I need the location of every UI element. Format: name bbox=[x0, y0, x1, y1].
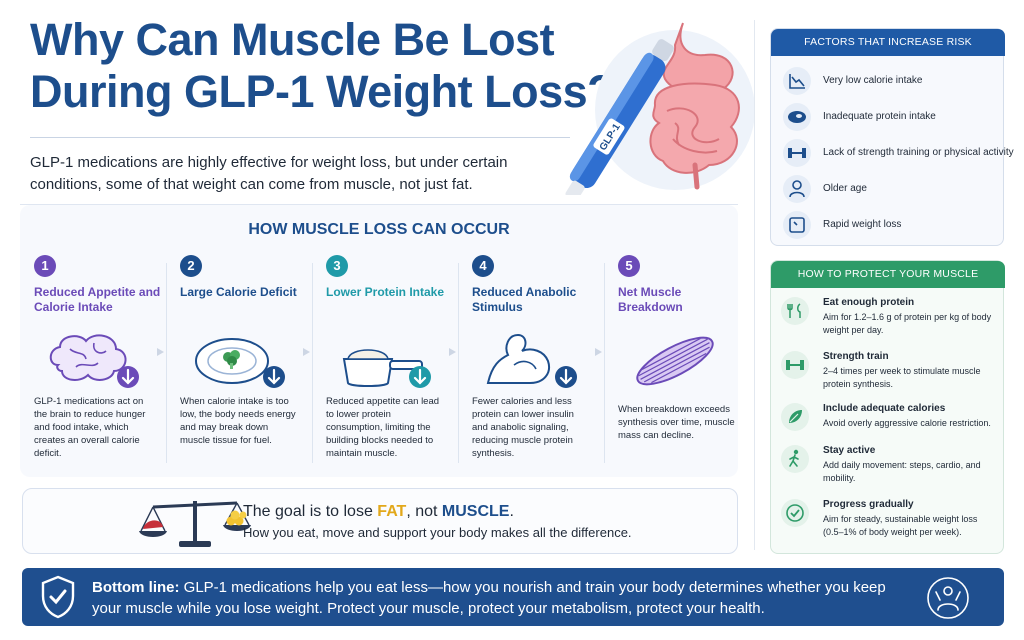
risk-label: Rapid weight loss bbox=[823, 219, 902, 230]
protect-description: Aim for 1.2–1.6 g of protein per kg of b… bbox=[823, 312, 992, 335]
goal-middle: , not bbox=[406, 503, 442, 520]
walking-person-icon bbox=[781, 445, 809, 473]
risk-label: Older age bbox=[823, 183, 867, 194]
step-description: When breakdown exceeds synthesis over ti… bbox=[618, 404, 735, 441]
protect-title: Strength train bbox=[823, 351, 889, 362]
risk-item: Very low calorie intake bbox=[783, 67, 995, 97]
step-divider bbox=[166, 263, 167, 463]
protect-title: Eat enough protein bbox=[823, 297, 915, 308]
muscle-meat-icon bbox=[143, 520, 163, 529]
bottom-line-lead: Bottom line: bbox=[92, 579, 180, 596]
flexed-arm-icon bbox=[486, 333, 577, 388]
step-number: 3 bbox=[326, 255, 348, 277]
fork-knife-icon bbox=[781, 297, 809, 325]
goal-fat: FAT bbox=[377, 503, 407, 520]
protect-description: Avoid overly aggressive calorie restrict… bbox=[823, 418, 991, 428]
older-person-icon bbox=[783, 175, 811, 203]
step-4: 4 Reduced Anabolic Stimulus Fewer calori… bbox=[460, 255, 600, 470]
dumbbell-icon bbox=[783, 139, 811, 167]
page-title: Why Can Muscle Be Lost During GLP-1 Weig… bbox=[30, 14, 630, 118]
protect-description: 2–4 times per week to stimulate muscle p… bbox=[823, 366, 981, 389]
muscle-fiber-icon bbox=[636, 336, 714, 386]
risk-label: Very low calorie intake bbox=[823, 75, 923, 86]
plate-icon bbox=[195, 338, 285, 388]
shield-check-icon bbox=[41, 575, 75, 619]
title-line-1: Why Can Muscle Be Lost bbox=[30, 14, 555, 65]
step-title: Net Muscle Breakdown bbox=[618, 285, 683, 314]
injection-pen-icon: GLP-1 bbox=[565, 39, 674, 195]
column-divider bbox=[754, 20, 755, 550]
step-1: 1 Reduced Appetite and Calorie Intake GL… bbox=[22, 255, 162, 470]
protect-title: Progress gradually bbox=[823, 499, 914, 510]
step-number: 5 bbox=[618, 255, 640, 277]
chevron-right-icon bbox=[303, 348, 310, 356]
risk-factors-card: FACTORS THAT INCREASE RISK Very low calo… bbox=[770, 28, 1014, 246]
step-description: Fewer calories and less protein can lowe… bbox=[472, 396, 574, 459]
chevron-right-icon bbox=[157, 348, 164, 356]
steps-panel: HOW MUSCLE LOSS CAN OCCUR 1 Reduced Appe… bbox=[20, 205, 738, 477]
step-number: 2 bbox=[180, 255, 202, 277]
step-number: 4 bbox=[472, 255, 494, 277]
goal-subtext: How you eat, move and support your body … bbox=[243, 525, 632, 540]
scale-icon bbox=[783, 211, 811, 239]
step-description: GLP-1 medications act on the brain to re… bbox=[34, 396, 146, 459]
step-5: 5 Net Muscle Breakdown When breakdown ex… bbox=[606, 255, 746, 470]
leaf-icon bbox=[781, 403, 809, 431]
protect-title: Include adequate calories bbox=[823, 403, 946, 414]
step-divider bbox=[604, 263, 605, 463]
step-title: Reduced Appetite and Calorie Intake bbox=[34, 285, 161, 314]
risk-item: Inadequate protein intake bbox=[783, 103, 995, 133]
flexing-person-icon bbox=[927, 577, 969, 619]
broccoli-icon bbox=[223, 350, 240, 369]
hero-illustration: GLP-1 bbox=[565, 22, 755, 195]
step-title: Large Calorie Deficit bbox=[180, 285, 297, 299]
intro-paragraph: GLP-1 medications are highly effective f… bbox=[30, 154, 508, 193]
check-circle-icon bbox=[781, 499, 809, 527]
protect-muscle-card: HOW TO PROTECT YOUR MUSCLE Eat enough pr… bbox=[770, 260, 1005, 554]
step-divider bbox=[312, 263, 313, 463]
bottom-line-text: Bottom line: GLP-1 medications help you … bbox=[92, 577, 912, 619]
step-2: 2 Large Calorie Deficit When calorie int… bbox=[168, 255, 308, 470]
steps-top-rule bbox=[20, 204, 738, 205]
bottom-line-body: GLP-1 medications help you eat less—how … bbox=[92, 579, 886, 617]
chevron-right-icon bbox=[595, 348, 602, 356]
brain-icon bbox=[49, 334, 139, 388]
step-description: When calorie intake is too low, the body… bbox=[180, 396, 296, 446]
step-number: 1 bbox=[34, 255, 56, 277]
goal-muscle: MUSCLE bbox=[441, 503, 510, 520]
protect-description: Add daily movement: steps, cardio, and m… bbox=[823, 460, 981, 483]
risk-label: Lack of strength training or physical ac… bbox=[823, 147, 1014, 158]
goal-statement: The goal is to lose FAT, not MUSCLE. bbox=[243, 503, 514, 521]
steps-heading: HOW MUSCLE LOSS CAN OCCUR bbox=[248, 221, 510, 238]
risk-item: Older age bbox=[783, 175, 995, 205]
step-description: Reduced appetite can lead to lower prote… bbox=[326, 396, 440, 459]
step-title: Lower Protein Intake bbox=[326, 285, 445, 299]
protect-card-header: HOW TO PROTECT YOUR MUSCLE bbox=[771, 261, 1005, 288]
step-title: Reduced Anabolic Stimulus bbox=[472, 285, 577, 314]
goal-callout: The goal is to lose FAT, not MUSCLE. How… bbox=[22, 488, 738, 554]
chevron-right-icon bbox=[449, 348, 456, 356]
step-divider bbox=[458, 263, 459, 463]
protect-description: Aim for steady, sustainable weight loss … bbox=[823, 514, 978, 537]
risk-card-header: FACTORS THAT INCREASE RISK bbox=[771, 29, 1005, 56]
goal-suffix: . bbox=[509, 503, 514, 520]
steak-icon bbox=[783, 103, 811, 131]
risk-item: Lack of strength training or physical ac… bbox=[783, 139, 1014, 169]
downtrend-chart-icon bbox=[783, 67, 811, 95]
intestines-icon bbox=[649, 82, 740, 190]
risk-item: Rapid weight loss bbox=[783, 211, 995, 241]
protect-title: Stay active bbox=[823, 445, 876, 456]
step-3: 3 Lower Protein Intake Reduced appetite … bbox=[314, 255, 454, 470]
title-divider bbox=[30, 137, 570, 138]
balance-scale-icon bbox=[139, 501, 251, 547]
risk-label: Inadequate protein intake bbox=[823, 111, 936, 122]
protein-scoop-icon bbox=[342, 349, 431, 388]
goal-prefix: The goal is to lose bbox=[243, 503, 378, 520]
dumbbell-icon bbox=[781, 351, 809, 379]
bottom-line-banner: Bottom line: GLP-1 medications help you … bbox=[22, 568, 1004, 626]
title-line-2: During GLP-1 Weight Loss? bbox=[30, 66, 615, 117]
